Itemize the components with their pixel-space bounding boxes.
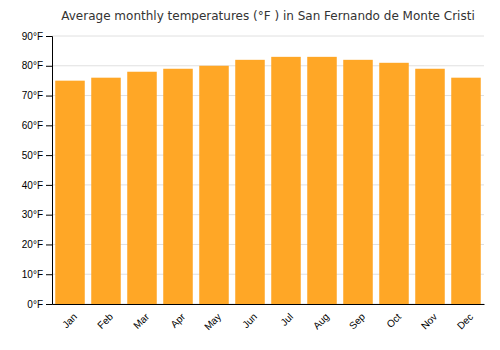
bar — [163, 69, 193, 304]
bar — [199, 66, 229, 304]
tick-label: Jun — [240, 311, 259, 330]
tick: Sep — [347, 311, 368, 332]
tick-mark — [46, 304, 52, 305]
tick-label: 30°F — [22, 209, 43, 220]
tick-label: 40°F — [22, 180, 43, 191]
tick: 80°F — [22, 60, 52, 71]
y-axis: 0°F 10°F 20°F 30°F 40°F 50°F 60°F 70°F 80°F 90°F — [22, 31, 53, 310]
tick-mark — [46, 185, 52, 186]
bars — [55, 57, 481, 304]
tick-mark — [46, 274, 52, 275]
tick-label: Oct — [384, 311, 403, 330]
tick-mark — [46, 125, 52, 126]
tick: 0°F — [27, 299, 52, 310]
tick-label: Nov — [419, 311, 439, 331]
tick-label: 80°F — [22, 60, 43, 71]
tick: 40°F — [22, 180, 52, 191]
grid-line — [52, 36, 484, 37]
tick: Jan — [60, 311, 79, 330]
tick: Jul — [278, 311, 295, 328]
bar — [127, 72, 157, 304]
tick-label: 20°F — [22, 239, 43, 250]
tick-label: 90°F — [22, 31, 43, 42]
title: Average monthly temperatures (°F ) in Sa… — [61, 9, 474, 23]
bar — [55, 81, 85, 304]
axis-line — [53, 304, 485, 305]
tick-label: May — [202, 311, 223, 332]
bar — [235, 60, 265, 304]
bar — [271, 57, 301, 304]
tick-label: Jan — [60, 311, 79, 330]
bar — [343, 60, 373, 304]
tick: Oct — [384, 311, 403, 330]
tick-mark — [46, 215, 52, 216]
tick: 10°F — [22, 269, 52, 280]
tick-label: Feb — [95, 311, 115, 331]
grid — [52, 36, 484, 304]
bar — [415, 69, 445, 304]
tick: 30°F — [22, 209, 52, 220]
tick-label: Jul — [278, 311, 295, 328]
tick-label: Aug — [311, 311, 331, 331]
tick-mark — [46, 244, 52, 245]
tick-label: 50°F — [22, 150, 43, 161]
tick: 70°F — [22, 90, 52, 101]
tick-label: 70°F — [22, 90, 43, 101]
tick-label: Mar — [131, 311, 151, 331]
tick: Aug — [311, 311, 331, 331]
tick-mark — [46, 96, 52, 97]
grid-line — [52, 65, 484, 66]
tick-label: Apr — [168, 311, 187, 330]
tick: Mar — [131, 311, 151, 331]
tick: Jun — [240, 311, 259, 330]
bar — [379, 63, 409, 304]
plot-area: 0°F 10°F 20°F 30°F 40°F 50°F 60°F 70°F 80°F 90°F J… — [22, 31, 485, 333]
tick-label: 10°F — [22, 269, 43, 280]
bar — [307, 57, 337, 304]
bar — [451, 78, 481, 304]
axis-line — [46, 37, 53, 305]
tick-label: 0°F — [27, 299, 43, 310]
tick: 60°F — [22, 120, 52, 131]
tick-label: Dec — [455, 311, 475, 331]
tick: 50°F — [22, 150, 52, 161]
tick: Feb — [95, 311, 115, 331]
tick-mark — [46, 66, 52, 67]
tick-label: 60°F — [22, 120, 43, 131]
tick-label: Sep — [347, 311, 368, 332]
tick: Nov — [419, 311, 439, 331]
tick: 20°F — [22, 239, 52, 250]
tick-mark — [46, 36, 52, 37]
tick-mark — [46, 155, 52, 156]
tick: Dec — [455, 311, 475, 331]
bar — [91, 78, 121, 304]
tick: May — [202, 311, 223, 332]
tick: Apr — [168, 311, 187, 330]
x-axis: Jan Feb Mar Apr May Jun Jul Aug Sep Oct Nov Dec — [53, 305, 485, 333]
chart: Average monthly temperatures (°F ) in Sa… — [0, 0, 500, 350]
tick: 90°F — [22, 31, 52, 42]
